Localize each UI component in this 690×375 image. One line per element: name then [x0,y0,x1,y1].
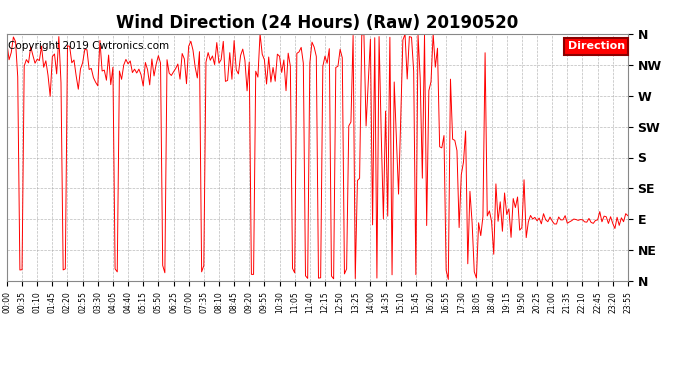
Text: Copyright 2019 Cwtronics.com: Copyright 2019 Cwtronics.com [8,41,168,51]
Text: Direction: Direction [568,41,625,51]
Title: Wind Direction (24 Hours) (Raw) 20190520: Wind Direction (24 Hours) (Raw) 20190520 [117,14,518,32]
